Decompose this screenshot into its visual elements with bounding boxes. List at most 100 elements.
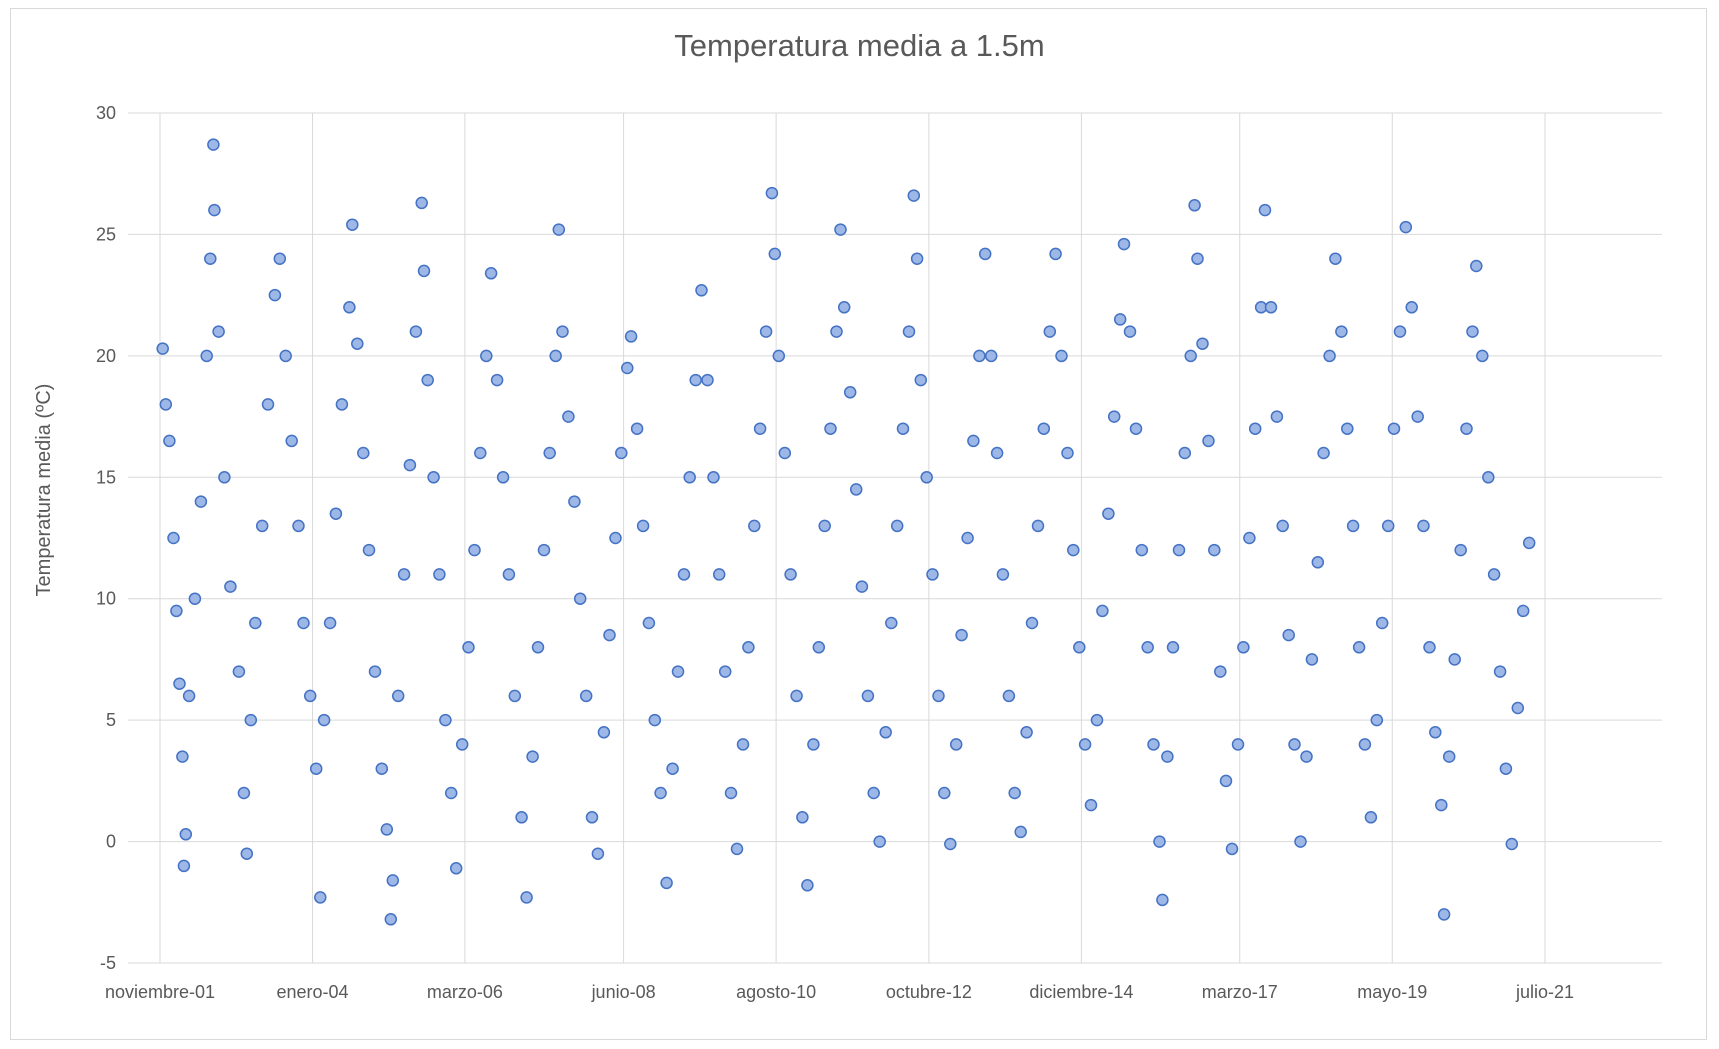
data-point [1147,738,1160,751]
data-point [351,337,364,350]
data-point [1270,410,1284,423]
data-point [1078,738,1092,751]
data-point [1196,337,1209,350]
data-point [603,628,616,642]
data-point [207,138,220,151]
data-point [1399,220,1413,234]
data-point [621,361,634,375]
data-point [1166,641,1180,654]
data-point [1090,713,1104,727]
data-point [1505,837,1519,851]
data-point [1470,259,1483,273]
data-point [873,835,886,848]
data-point [949,738,963,751]
data-point [765,186,779,200]
data-point [386,874,400,887]
chart-title: Temperatura media a 1.5m [674,28,1045,63]
data-point [309,762,323,775]
data-point [208,203,221,217]
data-point [896,422,910,435]
data-point [1025,616,1039,630]
data-point [759,325,773,338]
data-point [1014,825,1027,839]
data-point [701,373,714,387]
data-point [279,349,292,363]
data-point [807,738,820,751]
data-point [362,543,376,557]
y-axis-title: Temperatura media (ºC) [33,384,55,597]
data-point [660,876,673,890]
data-point [830,325,843,338]
data-point [335,398,349,411]
data-point [562,410,575,423]
data-point [484,267,498,280]
y-tick-label: 10 [96,589,116,609]
data-point [1161,750,1174,763]
data-point [677,568,691,581]
data-point [1454,543,1467,557]
data-point [1202,434,1215,448]
y-tick-label: 25 [96,224,116,244]
data-point [1358,738,1372,751]
data-point [730,842,744,856]
data-point [346,218,359,231]
data-point [671,665,685,678]
data-point [861,689,875,703]
data-point [742,641,755,654]
data-point [1511,701,1525,715]
data-point [955,628,968,642]
data-point [502,568,516,581]
data-point [1037,422,1051,435]
data-point [177,859,191,873]
data-point [329,507,343,520]
data-point [1435,798,1448,812]
data-point [212,325,225,338]
data-point [1352,641,1366,654]
data-point [748,519,761,533]
y-tick-label: 0 [106,832,116,852]
data-point [834,223,847,236]
data-point [778,446,792,460]
data-point [1225,842,1239,856]
data-point [1317,446,1330,460]
data-point [984,349,998,363]
data-point [1417,519,1430,533]
data-point [824,422,837,435]
data-point [200,349,213,363]
data-point [455,738,469,751]
data-point [490,373,504,387]
data-point [907,189,921,202]
data-point [285,434,298,448]
x-tick-label: octubre-12 [886,982,972,1002]
x-tick-label: diciembre-14 [1029,982,1133,1002]
data-point [537,543,551,557]
data-point [1107,410,1121,423]
data-point [439,713,452,727]
data-point [1476,349,1489,363]
data-point [1113,313,1127,326]
data-point [642,616,656,630]
data-point [736,738,750,751]
data-point [630,422,644,435]
data-point [1055,349,1068,363]
data-point [1370,713,1384,727]
data-point [224,580,237,593]
data-point [768,247,782,261]
data-point [1096,604,1109,618]
data-point [1243,531,1256,545]
data-point [1208,543,1221,557]
data-point [1188,199,1201,212]
data-point [1381,519,1395,533]
data-point [926,568,939,581]
data-point [480,349,493,363]
data-point [1258,203,1272,217]
data-point [1375,616,1389,630]
data-point [1141,641,1154,654]
data-point [707,471,720,484]
data-point [317,713,331,727]
data-point [237,786,251,800]
data-point [194,495,208,508]
data-point [323,616,337,630]
data-point [978,247,992,261]
data-point [837,301,851,314]
